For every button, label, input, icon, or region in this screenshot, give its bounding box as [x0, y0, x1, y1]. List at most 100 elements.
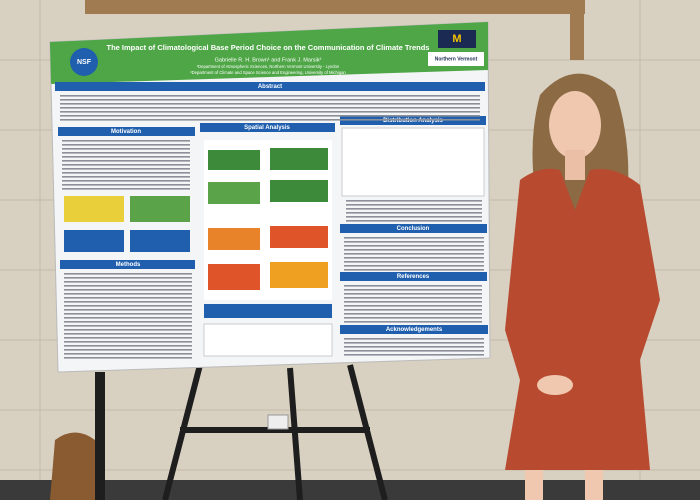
neck — [565, 150, 585, 180]
text-line — [344, 241, 484, 243]
text-line — [346, 208, 482, 210]
text-line — [344, 317, 482, 319]
text-line — [346, 216, 482, 218]
text-line — [62, 184, 190, 186]
text-line — [64, 297, 192, 299]
text-line — [62, 152, 190, 154]
text-line — [60, 103, 480, 105]
section-header — [340, 325, 488, 334]
time-series — [203, 323, 333, 357]
text-line — [344, 313, 482, 315]
map — [130, 196, 190, 222]
nvu-logo — [428, 52, 484, 66]
leg — [525, 470, 543, 500]
text-line — [344, 354, 484, 356]
text-line — [60, 107, 480, 109]
um-mark: M — [452, 33, 461, 45]
text-line — [64, 321, 192, 323]
text-line — [344, 285, 482, 287]
text-line — [344, 309, 482, 311]
text-line — [344, 297, 482, 299]
table — [130, 230, 190, 252]
text-line — [344, 237, 484, 239]
text-line — [64, 317, 192, 319]
text-line — [344, 293, 482, 295]
text-line — [344, 269, 484, 271]
nsf-text: NSF — [77, 59, 92, 66]
section-header — [55, 82, 485, 91]
text-line — [62, 140, 190, 142]
dress — [505, 168, 660, 470]
text-line — [62, 148, 190, 150]
text-line — [64, 341, 192, 343]
text-line — [62, 156, 190, 158]
map — [208, 182, 260, 204]
section-title: References — [397, 274, 430, 280]
text-line — [344, 305, 482, 307]
map — [208, 150, 260, 170]
um-logo — [438, 30, 476, 48]
text-line — [64, 305, 192, 307]
frame-top — [85, 0, 585, 14]
text-line — [64, 333, 192, 335]
histogram-panel — [341, 127, 485, 197]
text-line — [64, 349, 192, 351]
section-title: Conclusion — [397, 226, 430, 232]
text-line — [344, 257, 484, 259]
outlet — [267, 414, 289, 430]
poster: NSF M Northern Vermont The Impact of Cli… — [49, 21, 491, 373]
text-line — [64, 273, 192, 275]
text-line — [344, 253, 484, 255]
text-line — [62, 176, 190, 178]
maps — [203, 140, 333, 357]
text-line — [62, 168, 190, 170]
text-line — [64, 353, 192, 355]
text-line — [60, 99, 480, 101]
map — [270, 226, 328, 248]
section-header — [60, 260, 195, 269]
text-line — [64, 313, 192, 315]
map — [208, 228, 260, 250]
motivation-maps — [64, 196, 190, 252]
face — [549, 91, 601, 159]
section-header — [340, 272, 487, 281]
bag — [50, 432, 100, 500]
section-header — [340, 224, 487, 233]
text-line — [60, 115, 480, 117]
hands — [537, 375, 573, 395]
nsf-logo — [70, 48, 98, 76]
text-line — [344, 321, 482, 323]
section-title: Distribution Analysis — [383, 118, 443, 124]
text-line — [346, 212, 482, 214]
leg — [585, 470, 603, 500]
title-band — [50, 22, 488, 84]
text-line — [344, 301, 482, 303]
text-line — [64, 301, 192, 303]
text-line — [62, 180, 190, 182]
map — [270, 262, 328, 288]
text-line — [344, 245, 484, 247]
affiliation: ¹Department of Atmospheric Sciences, Nor… — [197, 64, 340, 69]
text-line — [64, 357, 192, 359]
text-line — [64, 281, 192, 283]
text-line — [60, 111, 480, 113]
text-line — [346, 220, 482, 222]
text-line — [344, 346, 484, 348]
text-line — [62, 164, 190, 166]
text-line — [64, 293, 192, 295]
text-lines — [60, 95, 484, 359]
text-line — [64, 345, 192, 347]
text-line — [62, 172, 190, 174]
text-line — [344, 265, 484, 267]
text-line — [62, 188, 190, 190]
person — [505, 73, 660, 500]
text-line — [344, 338, 484, 340]
authors: Gabrielle R. H. Brown¹ and Frank J. Mars… — [215, 57, 322, 63]
text-line — [344, 261, 484, 263]
text-line — [64, 289, 192, 291]
section-title: Spatial Analysis — [244, 125, 290, 131]
poster-title: The Impact of Climatological Base Period… — [107, 43, 430, 52]
text-line — [62, 160, 190, 162]
frame-side — [570, 0, 584, 60]
